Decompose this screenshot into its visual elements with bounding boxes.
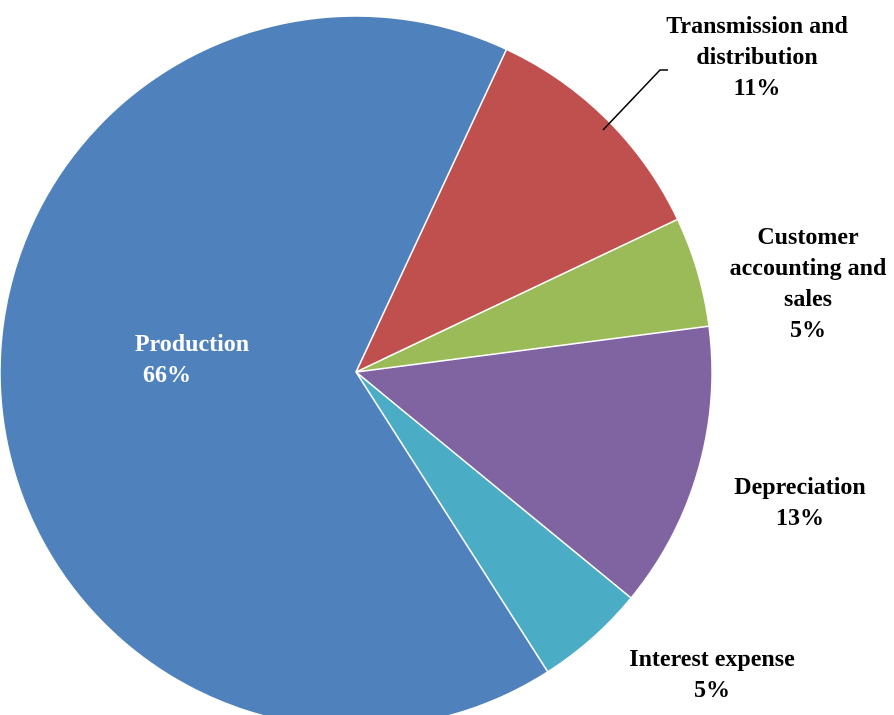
- category-name: Interest expense: [629, 646, 795, 672]
- slice-label: Production 66%: [92, 329, 292, 391]
- percent-label: 66%: [143, 362, 191, 388]
- pie-slice: [0, 15, 549, 715]
- percent-label: 5%: [694, 677, 730, 703]
- leader-line: [602, 69, 668, 131]
- category-name: Transmission and distribution: [666, 13, 848, 70]
- category-name: Production: [134, 331, 250, 357]
- percent-label: 13%: [776, 505, 824, 531]
- pie-slice: [354, 325, 713, 600]
- category-name: Depreciation: [734, 474, 866, 500]
- pie-slice: [354, 48, 679, 374]
- category-name: Customer accounting and sales: [729, 224, 887, 312]
- slice-label: Customer accounting and sales 5%: [708, 222, 894, 346]
- percent-label: 11%: [733, 75, 781, 101]
- slice-label: Transmission and distribution 11%: [632, 11, 882, 104]
- percent-label: 5%: [790, 317, 826, 343]
- slice-label: Depreciation 13%: [700, 472, 894, 534]
- slice-label: Interest expense 5%: [582, 644, 842, 706]
